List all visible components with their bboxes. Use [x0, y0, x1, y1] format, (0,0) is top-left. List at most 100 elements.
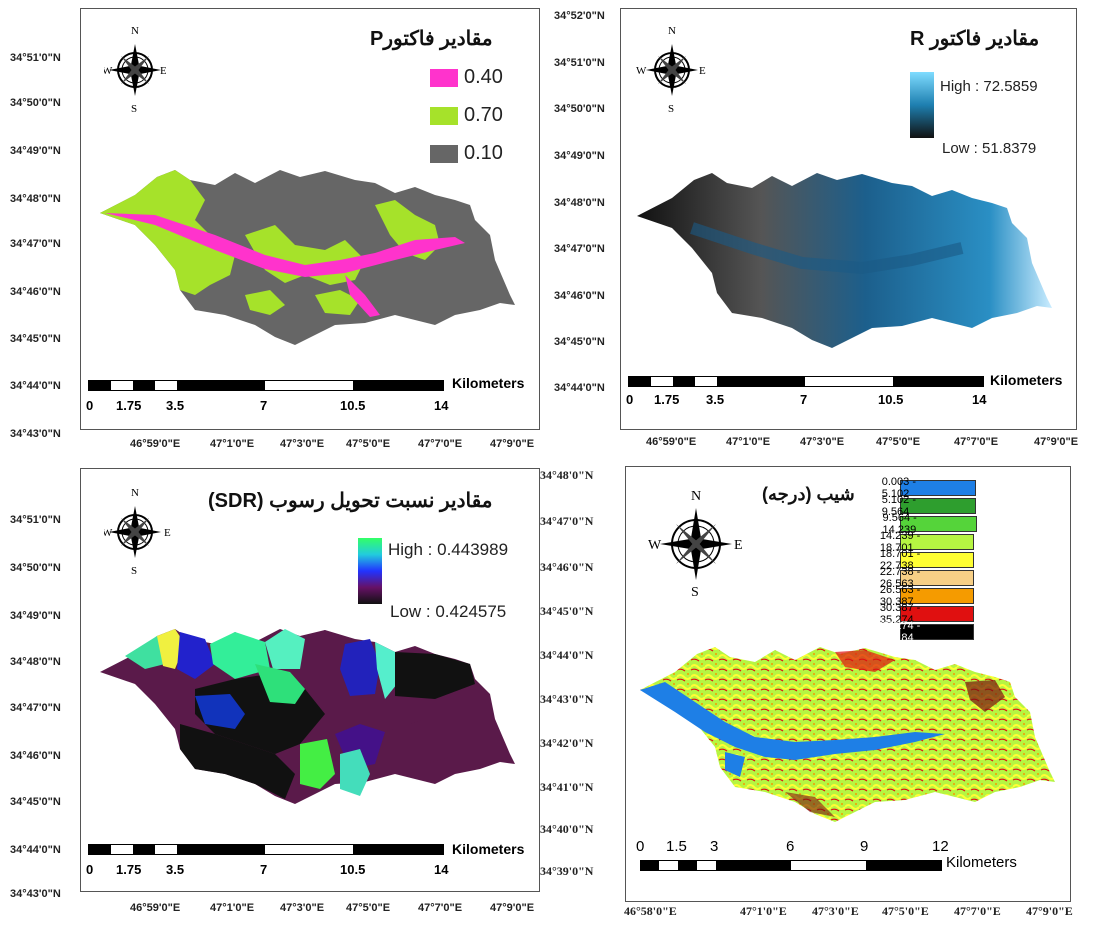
r-factor-title: مقادیر فاکتور R: [910, 28, 1040, 50]
lon-label: 47°5'0"E: [346, 902, 391, 914]
lat-label: 34°39'0"N: [540, 864, 594, 878]
legend-item-2: 0.10: [430, 142, 503, 165]
lat-label: 34°49'0"N: [10, 610, 61, 622]
svg-text:E: E: [699, 65, 706, 77]
lat-label: 34°44'0"N: [554, 382, 605, 394]
north-arrow-icon: N S W E: [648, 489, 743, 598]
r-legend-gradient: [910, 72, 934, 138]
svg-text:S: S: [668, 103, 674, 114]
lat-label: 34°45'0"N: [10, 796, 61, 808]
lat-label: 34°43'0"N: [540, 692, 594, 706]
lon-label: 47°9'0"E: [1026, 904, 1073, 918]
legend-item-1: 0.70: [430, 104, 503, 127]
lon-label: 47°9'0"E: [1034, 436, 1079, 448]
scale-tick: 0: [626, 392, 634, 407]
lat-label: 34°50'0"N: [10, 97, 61, 109]
lat-label: 34°47'0"N: [540, 514, 594, 528]
p-factor-watershed: [100, 170, 515, 345]
lon-label: 47°7'0"E: [418, 902, 463, 914]
scale-bar: [88, 380, 444, 391]
north-arrow-icon: N S W E: [636, 25, 706, 114]
svg-text:S: S: [691, 585, 699, 598]
lat-label: 34°45'0"N: [540, 604, 594, 618]
lat-label: 34°44'0"N: [10, 844, 61, 856]
lon-label: 47°1'0"E: [210, 438, 255, 450]
scale-tick: 1.5: [666, 838, 687, 855]
scale-tick: 3.5: [706, 392, 725, 407]
scale-tick: 3.5: [166, 862, 185, 877]
lon-label: 47°1'0"E: [210, 902, 255, 914]
lat-label: 34°43'0"N: [10, 428, 61, 440]
scale-tick: 10.5: [340, 862, 366, 877]
lat-label: 34°49'0"N: [554, 150, 605, 162]
lat-label: 34°52'0"N: [554, 10, 605, 22]
scale-tick: 0: [86, 862, 94, 877]
r-legend-low: Low : 51.8379: [942, 140, 1037, 157]
lat-label: 34°48'0"N: [554, 197, 605, 209]
slope-legend-item: 35.274 - 54.184: [880, 620, 974, 644]
slope-legend-item: 22.738 - 26.563: [880, 566, 974, 590]
scale-tick: 10.5: [340, 398, 366, 413]
lon-label: 47°9'0"E: [490, 902, 535, 914]
sdr-watershed: [100, 629, 515, 804]
lon-label: 47°7'0"E: [954, 904, 1001, 918]
sdr-title: مقادیر نسبت تحویل رسوب (SDR): [208, 490, 493, 512]
r-factor-map-panel: مقادیر فاکتور R N S W E High : 72.5859 L…: [550, 0, 1095, 460]
lat-label: 34°45'0"N: [10, 333, 61, 345]
compass-s: S: [131, 103, 137, 114]
scale-tick: 0: [86, 398, 94, 413]
scale-tick: 14: [434, 398, 449, 413]
north-arrow-icon: N S W E: [104, 487, 171, 576]
scale-tick: 1.75: [654, 392, 680, 407]
lat-label: 34°46'0"N: [540, 560, 594, 574]
lat-label: 34°51'0"N: [10, 514, 61, 526]
lat-label: 34°47'0"N: [10, 238, 61, 250]
lat-label: 34°47'0"N: [554, 243, 605, 255]
lon-label: 46°59'0"E: [646, 436, 697, 448]
scale-tick: 6: [786, 838, 795, 855]
lat-label: 34°46'0"N: [554, 290, 605, 302]
svg-text:E: E: [734, 538, 743, 553]
svg-text:W: W: [636, 65, 647, 77]
sdr-legend-low: Low : 0.424575: [390, 602, 507, 621]
legend-swatch: [430, 144, 458, 163]
scale-tick: 0: [636, 838, 645, 855]
lon-label: 46°59'0"E: [130, 438, 181, 450]
lon-label: 47°1'0"E: [726, 436, 771, 448]
scale-tick: 7: [260, 398, 268, 413]
scale-tick: 1.75: [116, 862, 142, 877]
lat-label: 34°44'0"N: [540, 648, 594, 662]
lat-label: 34°50'0"N: [554, 103, 605, 115]
lon-label: 47°3'0"E: [280, 438, 325, 450]
slope-map-panel: شیب (درجه) N S W E 0.003 - 5.102 5.102 -…: [540, 462, 1095, 928]
scale-unit: Kilometers: [990, 372, 1063, 388]
lat-label: 34°42'0"N: [540, 736, 594, 750]
lon-label: 47°9'0"E: [490, 438, 535, 450]
scale-tick: 7: [260, 862, 268, 877]
lat-label: 34°48'0"N: [10, 193, 61, 205]
scale-tick: 3.5: [166, 398, 185, 413]
slope-legend-item: 9.564 - 14.239: [883, 512, 977, 536]
slope-legend-item: 14.239 - 18.701: [880, 530, 974, 554]
scale-tick: 9: [860, 838, 869, 855]
sdr-map-panel: مقادیر نسبت تحویل رسوب (SDR) N S W E Hig…: [0, 462, 545, 928]
lat-label: 34°48'0"N: [10, 656, 61, 668]
lon-label: 47°7'0"E: [954, 436, 999, 448]
lat-label: 34°46'0"N: [10, 750, 61, 762]
lat-label: 34°46'0"N: [10, 286, 61, 298]
lat-label: 34°51'0"N: [554, 57, 605, 69]
legend-item-0: 0.40: [430, 66, 503, 89]
scale-unit: Kilometers: [452, 375, 525, 391]
r-factor-watershed: [637, 173, 1052, 348]
scale-bar: [640, 860, 942, 871]
legend-label: 0.10: [464, 142, 503, 164]
compass-w: W: [104, 65, 113, 77]
lat-label: 34°40'0"N: [540, 822, 594, 836]
scale-tick: 3: [710, 838, 719, 855]
svg-text:W: W: [104, 527, 113, 539]
p-factor-title: مقادیر فاکتورP: [370, 28, 493, 50]
slope-legend-item: 0.003 - 5.102: [882, 476, 976, 500]
scale-tick: 1.75: [116, 398, 142, 413]
scale-tick: 10.5: [878, 392, 904, 407]
sdr-legend-gradient: [358, 538, 382, 604]
